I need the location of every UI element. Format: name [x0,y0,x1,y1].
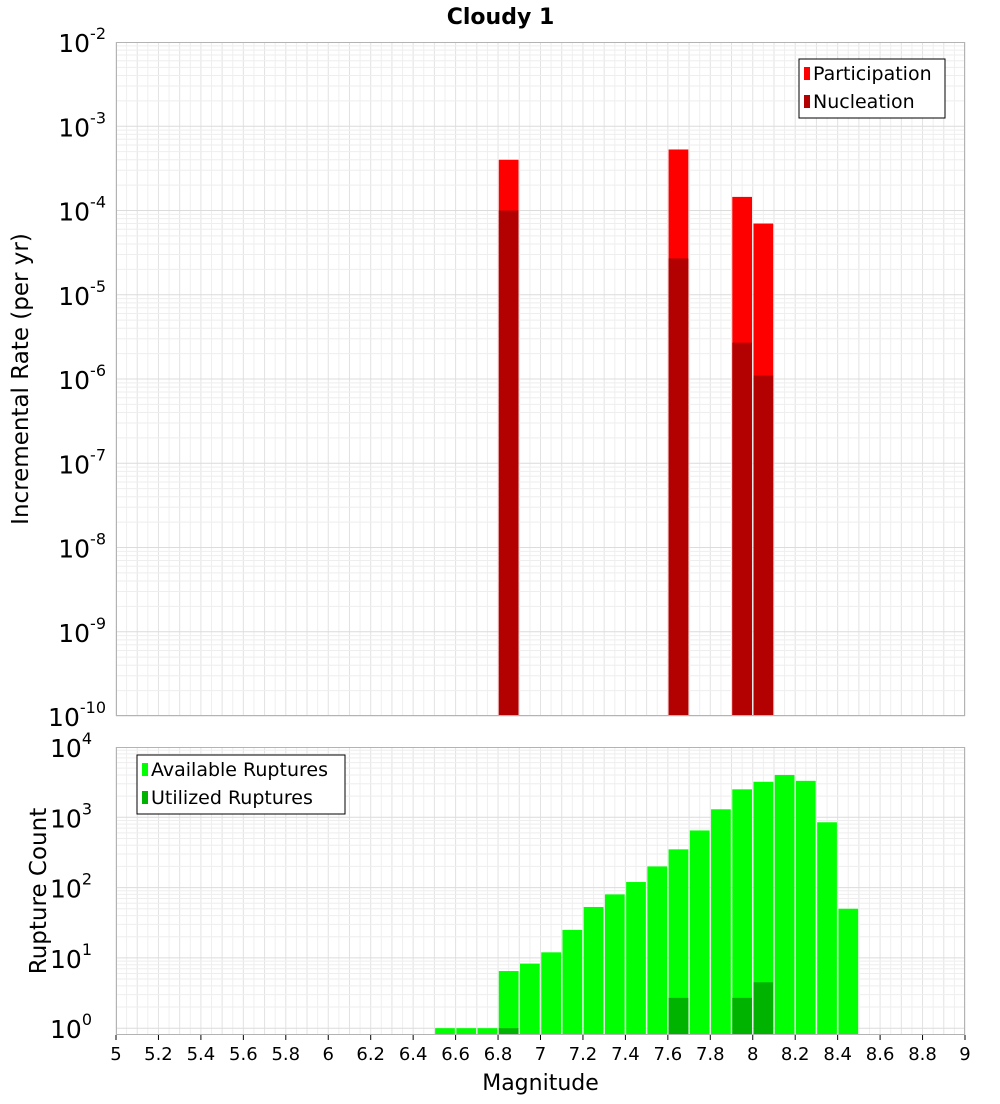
x-tick-label: 7.8 [696,1044,725,1065]
bar-utilized-ruptures [753,982,774,1035]
plot-frame [116,42,965,716]
bar-available-ruptures [795,780,816,1035]
x-tick-label: 7.6 [654,1044,683,1065]
x-tick-label: 8.8 [908,1044,937,1065]
y-tick-label: 10-4 [58,193,106,227]
x-tick-label: 6.4 [399,1044,428,1065]
bar-available-ruptures [732,789,752,1035]
bar-available-ruptures [477,1028,498,1035]
bar-available-ruptures [562,929,583,1035]
x-tick-label: 8.4 [823,1044,852,1065]
x-tick-label: 8.6 [866,1044,895,1065]
y-axis-label: Incremental Rate (per yr) [8,233,34,525]
legend-label: Nucleation [813,91,915,113]
legend-box [798,58,946,119]
bar-utilized-ruptures [732,997,752,1035]
legend-label: Utilized Ruptures [151,787,313,809]
x-tick-label: 5 [110,1044,121,1065]
bar-available-ruptures [435,1028,455,1035]
y-tick-label: 10-6 [58,361,106,395]
x-tick-label: 6 [323,1044,334,1065]
y-tick-label: 10-10 [48,698,106,732]
bar-available-ruptures [668,849,689,1035]
legend-swatch [804,67,810,80]
y-tick-label: 10-7 [58,445,106,479]
legend-swatch [804,95,810,108]
y-tick-label: 10-9 [58,614,106,648]
x-tick-label: 6.2 [356,1044,385,1065]
bar-utilized-ruptures [668,997,689,1035]
bar-available-ruptures [626,882,646,1035]
y-tick-label: 101 [50,940,92,974]
bar-available-ruptures [753,781,774,1035]
legend-label: Participation [813,63,932,85]
x-axis-label: Magnitude [482,1071,599,1096]
bar-available-ruptures [583,906,604,1035]
bar-nucleation [732,342,752,716]
bar-available-ruptures [520,963,540,1035]
chart-title: Cloudy 1 [447,5,555,30]
x-tick-label: 5.2 [144,1044,173,1065]
bar-available-ruptures [604,894,625,1035]
x-tick-label: 7.4 [611,1044,640,1065]
x-tick-label: 9 [959,1044,970,1065]
y-tick-label: 10-5 [58,277,106,311]
x-tick-label: 8 [747,1044,758,1065]
x-tick-label: 5.8 [271,1044,300,1065]
bar-available-ruptures [647,866,668,1035]
legend-box [136,754,346,815]
y-tick-label: 103 [50,799,92,833]
bar-available-ruptures [817,822,837,1035]
plot-frame [116,747,965,1035]
legend-swatch [142,763,148,776]
bar-available-ruptures [498,971,519,1035]
y-tick-label: 10-8 [58,530,106,564]
bar-nucleation [753,375,774,716]
bar-available-ruptures [774,774,795,1035]
bar-nucleation [498,210,519,716]
bar-available-ruptures [689,830,710,1035]
y-tick-label: 102 [50,870,92,904]
x-tick-label: 5.6 [229,1044,258,1065]
x-tick-label: 7.2 [569,1044,598,1065]
x-tick-label: 8.2 [781,1044,810,1065]
bar-available-ruptures [456,1028,477,1035]
bar-available-ruptures [541,952,561,1035]
bar-nucleation [668,258,689,716]
bar-available-ruptures [838,908,859,1035]
bar-available-ruptures [711,809,731,1035]
y-axis-label: Rupture Count [26,808,52,974]
x-tick-label: 6.8 [484,1044,513,1065]
x-tick-label: 5.4 [187,1044,216,1065]
y-tick-label: 10-3 [58,108,106,142]
legend-swatch [142,791,148,804]
legend-label: Available Ruptures [151,759,328,781]
y-tick-label: 10-2 [58,24,106,58]
x-tick-label: 7 [535,1044,546,1065]
y-tick-label: 104 [50,729,92,763]
y-tick-label: 100 [50,1010,92,1044]
bar-utilized-ruptures [498,1028,519,1035]
x-tick-label: 6.6 [441,1044,470,1065]
